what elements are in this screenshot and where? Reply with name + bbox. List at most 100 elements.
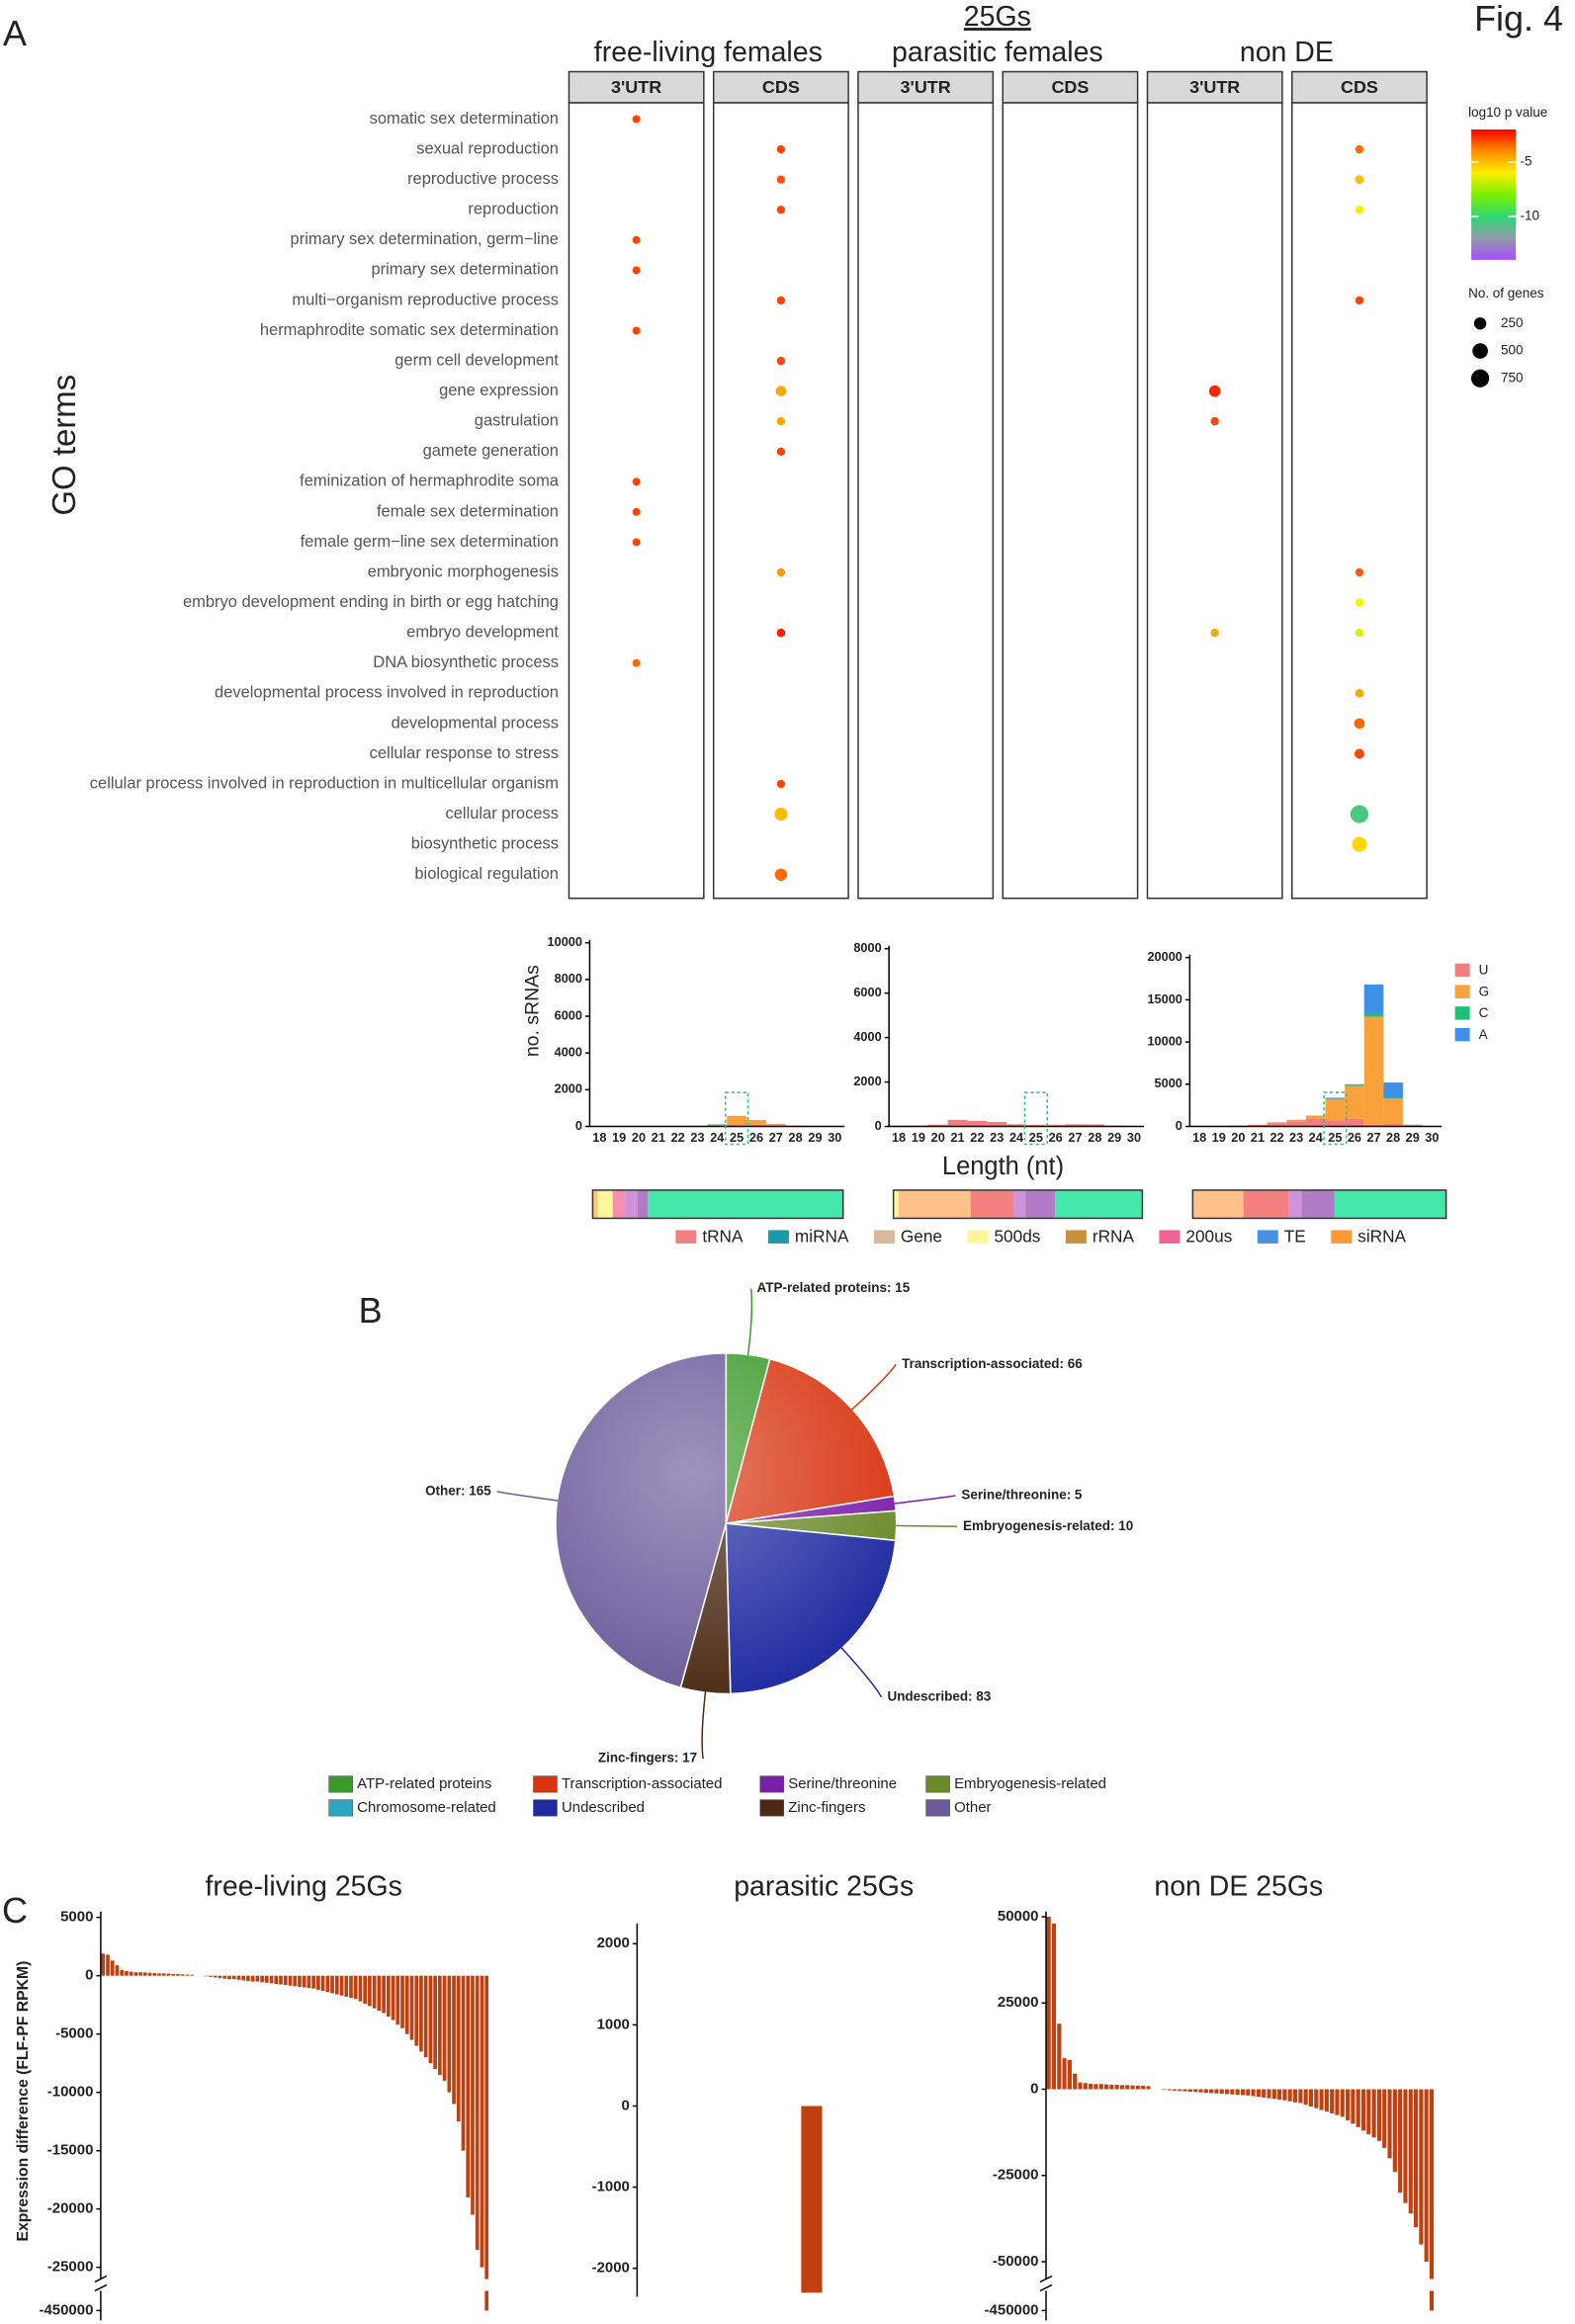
y-tick-label: -10000 <box>47 2084 94 2101</box>
bar <box>166 1973 171 1976</box>
group-title: free-living females <box>594 37 823 68</box>
x-tick-label: 20 <box>931 1130 945 1145</box>
bar <box>1073 2073 1078 2090</box>
legend-swatch <box>1454 1006 1470 1020</box>
bar <box>298 1975 302 1987</box>
bar-segment <box>1345 1084 1364 1086</box>
bar <box>1146 2086 1151 2090</box>
bar-segment <box>947 1119 968 1127</box>
term-label: developmental process involved in reprod… <box>215 684 559 702</box>
y-tick-label: 0 <box>622 2097 630 2113</box>
facet-strip <box>568 70 705 104</box>
x-tick-label: 26 <box>1348 1130 1361 1145</box>
term-label: DNA biosynthetic process <box>373 653 559 671</box>
bar <box>1298 2089 1303 2104</box>
dot <box>776 628 786 638</box>
highlight-box <box>1323 1091 1348 1146</box>
facet-panel <box>857 102 995 900</box>
x-tick-label: 24 <box>1309 1130 1323 1145</box>
legend-swatch <box>967 1230 989 1244</box>
dot <box>632 115 641 124</box>
bar <box>1392 2089 1397 2173</box>
legend-label: C <box>1479 1005 1489 1020</box>
slice-label: Zinc-fingers: 17 <box>598 1751 697 1765</box>
y-tick-label: 25000 <box>998 1994 1039 2011</box>
bar <box>386 1975 391 2017</box>
x-tick-label: 30 <box>1127 1130 1141 1145</box>
bar <box>480 1975 484 2268</box>
term-label: gene expression <box>439 382 559 399</box>
legend-label: siRNA <box>1357 1226 1406 1246</box>
legend-label: Transcription-associated <box>562 1775 723 1792</box>
composition-segment <box>970 1189 1013 1219</box>
bar <box>1340 2089 1345 2117</box>
x-tick-label: 19 <box>912 1130 925 1145</box>
legend-swatch <box>533 1799 558 1817</box>
bar-segment <box>1286 1119 1306 1122</box>
bar <box>1094 2084 1098 2090</box>
bar-segment <box>1383 1123 1403 1127</box>
dot <box>1355 175 1364 185</box>
bar-segment <box>1305 1115 1326 1119</box>
term-label: reproductive process <box>407 170 559 188</box>
bar <box>190 1974 194 1976</box>
bar <box>260 1975 264 1983</box>
bar <box>1282 2089 1287 2101</box>
legend-swatch <box>1331 1230 1353 1244</box>
legend-title: log10 p value <box>1468 105 1547 120</box>
y-tick-label: 8000 <box>853 940 881 955</box>
bar-segment <box>1267 1123 1287 1127</box>
y-tick-label: -25000 <box>993 2167 1039 2184</box>
bar <box>1371 2089 1376 2138</box>
bar <box>1230 2089 1235 2095</box>
x-tick-label: 19 <box>1212 1130 1226 1145</box>
dot <box>776 144 786 154</box>
x-tick-label: 26 <box>749 1130 763 1145</box>
legend-label: rRNA <box>1093 1226 1135 1246</box>
bar <box>1366 2089 1371 2134</box>
axis-title: Expression difference (FLF-PF RPKM) <box>15 1961 32 2242</box>
legend-swatch <box>759 1799 785 1817</box>
composition-segment <box>597 1189 613 1219</box>
legend-swatch <box>1159 1230 1181 1244</box>
dot <box>774 868 788 881</box>
bar <box>1356 2089 1360 2127</box>
dot <box>776 567 786 577</box>
dot <box>632 507 641 516</box>
bar <box>1262 2089 1267 2098</box>
bar-segment <box>987 1122 1007 1127</box>
dot <box>776 447 786 456</box>
bar-segment <box>1363 1016 1384 1125</box>
bar <box>400 1975 404 2028</box>
chart-title: non DE 25Gs <box>1154 1870 1323 1902</box>
term-label: female sex determination <box>377 502 559 520</box>
bar <box>125 1970 129 1976</box>
bar-segment <box>1325 1097 1346 1099</box>
bar-segment <box>707 1124 728 1126</box>
bar <box>438 1975 442 2075</box>
color-tick-label: -5 <box>1521 154 1532 169</box>
bar-segment <box>1345 1085 1364 1119</box>
bar-segment <box>1085 1124 1105 1127</box>
bar <box>1167 2089 1172 2091</box>
bar-segment <box>1363 1013 1384 1017</box>
facet-label: CDS <box>1341 77 1378 97</box>
bar <box>1398 2089 1403 2194</box>
x-tick-label: 18 <box>1192 1130 1206 1145</box>
bar <box>293 1975 298 1987</box>
legend-swatch <box>1257 1230 1278 1244</box>
bar <box>1114 2084 1119 2090</box>
bar <box>306 1975 311 1989</box>
dot <box>632 326 641 335</box>
bar <box>1182 2089 1187 2092</box>
x-tick-label: 28 <box>1088 1130 1101 1145</box>
bar <box>368 1975 372 2007</box>
dot <box>632 266 641 275</box>
bar <box>471 1975 475 2215</box>
x-tick-label: 20 <box>632 1130 646 1145</box>
facet-label: CDS <box>1051 77 1089 97</box>
composition-frame <box>892 1189 1144 1220</box>
y-tick-label: 0 <box>1176 1118 1182 1133</box>
slice-label: Embryogenesis-related: 10 <box>963 1518 1133 1533</box>
y-tick-label: -2000 <box>592 2260 630 2277</box>
